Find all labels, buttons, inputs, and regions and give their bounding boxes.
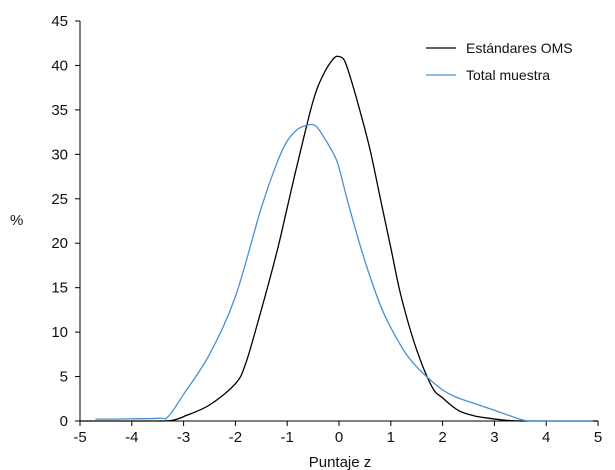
legend-label-total-muestra: Total muestra	[466, 67, 550, 83]
x-tick-label: 0	[335, 429, 343, 446]
y-tick-label: 20	[51, 235, 68, 252]
y-ticks: 0 5 10 15 20 25 30 35 40 45	[51, 13, 80, 430]
y-tick-label: 5	[60, 369, 68, 386]
y-tick-label: 0	[60, 413, 68, 430]
x-tick-label: -2	[229, 429, 242, 446]
x-tick-label: -3	[177, 429, 190, 446]
x-axis-title: Puntaje z	[309, 454, 372, 470]
x-tick-label: 5	[594, 429, 602, 446]
y-axis-title: %	[10, 212, 23, 229]
legend-label-estandares-oms: Estándares OMS	[466, 40, 573, 56]
series-lines	[79, 55, 598, 422]
x-tick-label: -5	[73, 429, 86, 446]
x-tick-label: 2	[438, 429, 446, 446]
series-line-total-muestra	[95, 123, 593, 422]
y-tick-label: 25	[51, 191, 68, 208]
x-tick-label: -4	[125, 429, 138, 446]
legend: Estándares OMS Total muestra	[426, 40, 573, 83]
x-tick-label: -1	[281, 429, 294, 446]
y-tick-label: 10	[51, 324, 68, 341]
series-line-estandares-oms	[79, 55, 598, 422]
x-ticks: -5 -4 -3 -2 -1 0 1 2 3 4 5	[73, 421, 602, 446]
y-tick-label: 15	[51, 280, 68, 297]
y-tick-label: 30	[51, 146, 68, 163]
x-tick-label: 3	[490, 429, 498, 446]
x-tick-label: 4	[542, 429, 550, 446]
x-tick-label: 1	[387, 429, 395, 446]
y-tick-label: 40	[51, 57, 68, 74]
y-tick-label: 45	[51, 13, 68, 30]
y-tick-label: 35	[51, 102, 68, 119]
